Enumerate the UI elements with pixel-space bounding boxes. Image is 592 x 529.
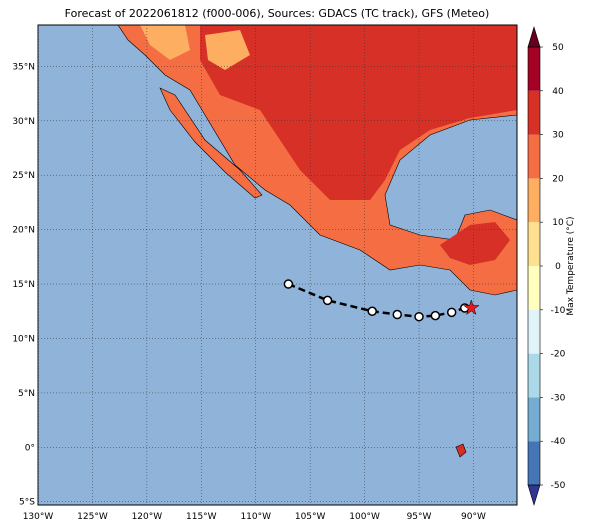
colorbar-bin bbox=[528, 134, 540, 179]
colorbar-tick-label: 20 bbox=[552, 174, 564, 184]
y-tick-label: 20°N bbox=[12, 226, 35, 236]
track-point bbox=[367, 306, 377, 317]
y-tick-label: 0° bbox=[25, 443, 35, 453]
colorbar-label: Max Temperature (°C) bbox=[566, 216, 576, 315]
track-point bbox=[392, 309, 402, 320]
x-tick-label: 125°W bbox=[77, 512, 108, 522]
track-point bbox=[283, 279, 294, 289]
colorbar-tick-label: 30 bbox=[552, 131, 564, 141]
colorbar-tick-label: 10 bbox=[552, 218, 564, 228]
colorbar-tick-label: -10 bbox=[551, 306, 566, 316]
y-tick-label: 15°N bbox=[12, 280, 35, 290]
current-position bbox=[462, 299, 480, 316]
x-tick-label: 130°W bbox=[23, 512, 54, 522]
y-tick-label: 10°N bbox=[12, 334, 35, 344]
x-tick-label: 120°W bbox=[132, 512, 163, 522]
colorbar-extend-high bbox=[527, 25, 541, 48]
colorbar-bin bbox=[528, 178, 540, 223]
colorbar-tick-label: -50 bbox=[551, 481, 566, 491]
y-tick-label: 25°N bbox=[12, 171, 35, 181]
y-tick-label: 5°N bbox=[18, 389, 35, 399]
x-tick-label: 100°W bbox=[349, 512, 380, 522]
colorbar-bin bbox=[528, 90, 540, 135]
y-tick-label: 5°S bbox=[19, 498, 35, 508]
colorbar-bin bbox=[528, 266, 540, 310]
x-tick-label: 115°W bbox=[186, 512, 217, 522]
x-tick-label: 105°W bbox=[295, 512, 326, 522]
track-point bbox=[414, 311, 424, 322]
colorbar-bin bbox=[528, 441, 540, 485]
colorbar-bin bbox=[528, 309, 540, 354]
map-title: Forecast of 2022061812 (f000-006), Sourc… bbox=[65, 7, 490, 20]
x-tick-label: 90°W bbox=[461, 512, 486, 522]
colorbar-tick-label: -20 bbox=[551, 350, 566, 360]
colorbar-tick-label: 0 bbox=[555, 262, 561, 272]
x-tick-label: 95°W bbox=[407, 512, 432, 522]
colorbar-tick-label: 50 bbox=[552, 43, 564, 53]
colorbar-tick-label: -30 bbox=[551, 393, 566, 403]
colorbar-tick-label: 40 bbox=[552, 87, 564, 97]
land bbox=[117, 25, 517, 458]
colorbar-bin bbox=[528, 47, 540, 91]
colorbar-bin bbox=[528, 353, 540, 398]
track-point bbox=[322, 295, 333, 306]
x-tick-label: 110°W bbox=[240, 512, 271, 522]
y-tick-label: 35°N bbox=[12, 62, 35, 72]
colorbar-extend-low bbox=[527, 484, 541, 507]
colorbar-bin bbox=[528, 397, 540, 442]
track-point bbox=[430, 310, 441, 321]
colorbar-bin bbox=[528, 222, 540, 266]
y-tick-label: 30°N bbox=[12, 117, 35, 127]
colorbar-tick-label: -40 bbox=[551, 437, 566, 447]
track-point bbox=[446, 307, 457, 318]
